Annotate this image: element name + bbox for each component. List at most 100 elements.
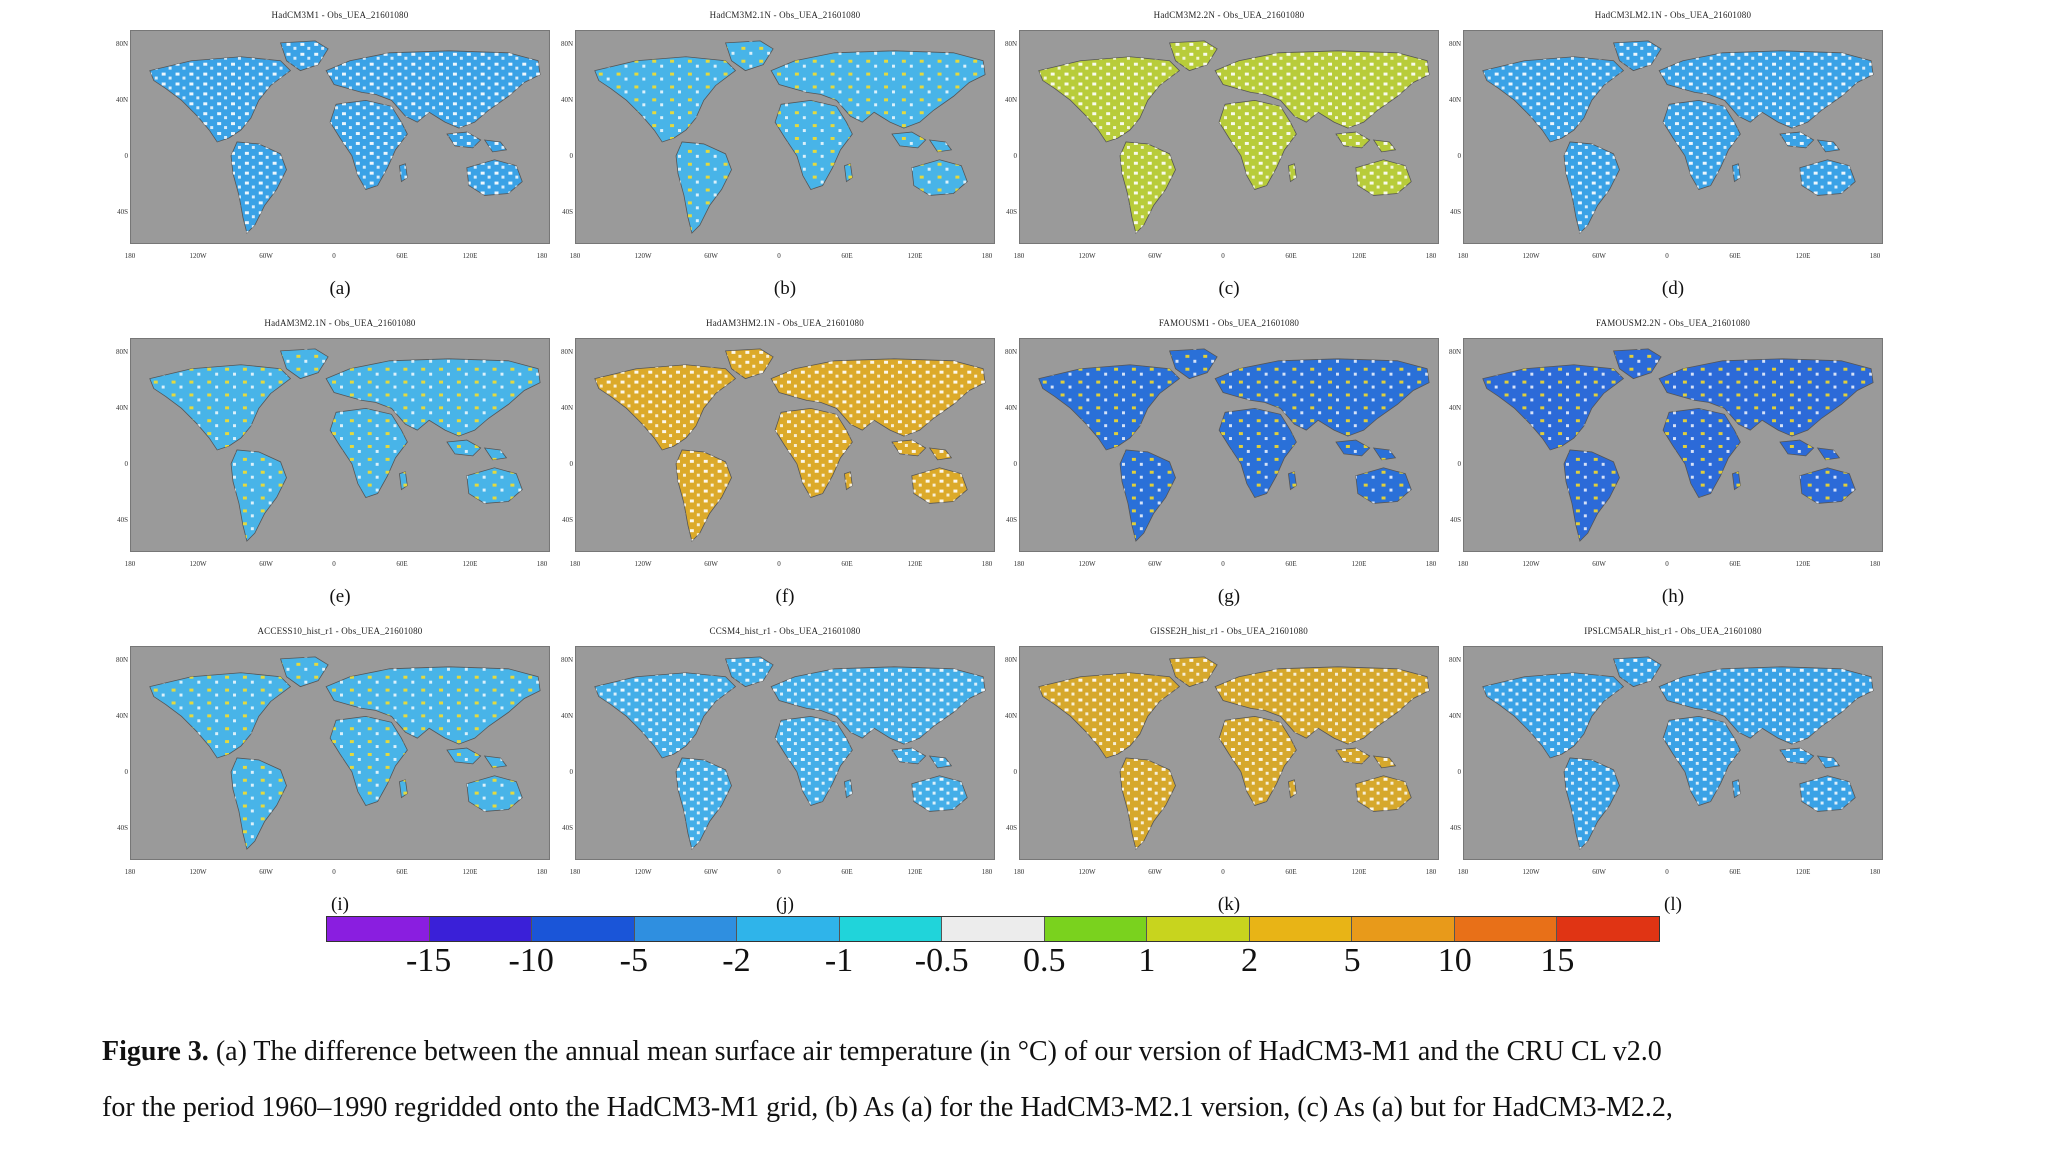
longitude-tick: 120W — [634, 560, 652, 568]
latitude-tick: 40S — [1450, 208, 1461, 216]
longitude-tick: 120W — [189, 252, 207, 260]
latitude-tick: 0 — [124, 768, 129, 776]
longitude-tick: 180 — [981, 868, 993, 876]
latitude-tick: 40N — [560, 712, 573, 720]
latitude-tick: 40S — [1450, 824, 1461, 832]
longitude-tick: 120E — [1795, 868, 1811, 876]
colorbar-segment — [1352, 917, 1455, 941]
longitude-tick: 180 — [569, 252, 581, 260]
longitude-tick: 60E — [396, 560, 408, 568]
latitude-tick: 80N — [560, 348, 573, 356]
latitude-tick: 0 — [569, 460, 574, 468]
longitude-tick: 180 — [1457, 560, 1469, 568]
longitude-tick: 120W — [189, 560, 207, 568]
latitude-tick: 80N — [1448, 40, 1461, 48]
longitude-tick: 60W — [259, 560, 273, 568]
panel-title: GISSE2H_hist_r1 - Obs_UEA_21601080 — [1150, 626, 1308, 636]
colorbar-segment — [327, 917, 430, 941]
latitude-tick: 40S — [1006, 516, 1017, 524]
colorbar-tick-label: 0.5 — [1023, 942, 1066, 979]
latitude-tick: 40S — [1006, 824, 1017, 832]
longitude-tick: 180 — [124, 868, 136, 876]
world-map — [130, 338, 550, 552]
longitude-tick: 180 — [536, 252, 548, 260]
latitude-tick: 40S — [117, 516, 128, 524]
longitude-tick: 60W — [1148, 560, 1162, 568]
panel-label: (f) — [775, 586, 795, 607]
panel-title: HadCM3LM2.1N - Obs_UEA_21601080 — [1594, 10, 1752, 20]
colorbar-tick-label: -2 — [722, 942, 751, 979]
longitude-tick: 60W — [1592, 868, 1606, 876]
longitude-tick: 60W — [1592, 252, 1606, 260]
panel-label: (c) — [1218, 278, 1240, 299]
longitude-tick: 120E — [1351, 868, 1367, 876]
longitude-tick: 0 — [777, 868, 781, 876]
longitude-tick: 0 — [332, 868, 336, 876]
panel-label: (k) — [1217, 894, 1241, 915]
longitude-tick: 120E — [462, 560, 478, 568]
longitude-tick: 0 — [332, 560, 336, 568]
latitude-tick: 40N — [1004, 712, 1017, 720]
colorbar-segment — [942, 917, 1045, 941]
longitude-tick: 60W — [704, 560, 718, 568]
panel-label: (d) — [1661, 278, 1685, 299]
longitude-tick: 120E — [462, 252, 478, 260]
figure-caption-line-1: Figure 3. (a) The difference between the… — [102, 1024, 1982, 1080]
world-map — [130, 30, 550, 244]
colorbar-segment — [429, 917, 533, 941]
longitude-tick: 180 — [536, 560, 548, 568]
panel-title: HadAM3M2.1N - Obs_UEA_21601080 — [264, 318, 416, 328]
latitude-tick: 40S — [117, 824, 128, 832]
latitude-tick: 40N — [560, 96, 573, 104]
panel-label: (b) — [773, 278, 797, 299]
longitude-tick: 60W — [704, 252, 718, 260]
latitude-tick: 40N — [1448, 404, 1461, 412]
colorbar-segment — [532, 917, 635, 941]
latitude-tick: 40S — [562, 208, 573, 216]
latitude-tick: 0 — [1013, 460, 1018, 468]
latitude-tick: 40S — [1450, 516, 1461, 524]
colorbar-tick-label: 5 — [1343, 942, 1361, 979]
longitude-tick: 120E — [907, 868, 923, 876]
latitude-tick: 0 — [1457, 152, 1462, 160]
panel-title: HadCM3M1 - Obs_UEA_21601080 — [271, 10, 409, 20]
latitude-tick: 40N — [1004, 404, 1017, 412]
latitude-tick: 0 — [1457, 768, 1462, 776]
longitude-tick: 60W — [1148, 252, 1162, 260]
longitude-tick: 120W — [1078, 560, 1096, 568]
latitude-tick: 0 — [569, 152, 574, 160]
world-map — [575, 30, 995, 244]
world-map — [1463, 30, 1883, 244]
colorbar-tick-label: -5 — [619, 942, 649, 979]
longitude-tick: 60E — [1729, 252, 1741, 260]
longitude-tick: 180 — [1013, 868, 1025, 876]
world-map — [575, 338, 995, 552]
longitude-tick: 180 — [1425, 252, 1437, 260]
latitude-tick: 40N — [1448, 96, 1461, 104]
latitude-tick: 0 — [1457, 460, 1462, 468]
longitude-tick: 180 — [569, 868, 581, 876]
latitude-tick: 40N — [1004, 96, 1017, 104]
colorbar-tick-label: 1 — [1138, 942, 1156, 979]
longitude-tick: 60W — [704, 868, 718, 876]
latitude-tick: 40N — [115, 404, 128, 412]
panel-label: (g) — [1217, 586, 1241, 607]
latitude-tick: 40N — [115, 712, 128, 720]
longitude-tick: 0 — [1665, 868, 1669, 876]
longitude-tick: 180 — [1457, 868, 1469, 876]
latitude-tick: 80N — [1448, 348, 1461, 356]
panel-label: (l) — [1664, 894, 1682, 915]
panel-title: ACCESS10_hist_r1 - Obs_UEA_21601080 — [257, 626, 423, 636]
colorbar-segment — [1557, 917, 1659, 941]
colorbar-segment — [1249, 917, 1353, 941]
latitude-tick: 40S — [562, 824, 573, 832]
colorbar-tick-label: 2 — [1241, 942, 1259, 979]
longitude-tick: 60E — [1729, 560, 1741, 568]
latitude-tick: 80N — [1004, 40, 1017, 48]
panel-title: HadCM3M2.2N - Obs_UEA_21601080 — [1153, 10, 1305, 20]
longitude-tick: 120W — [1078, 868, 1096, 876]
colorbar-tick-label: -15 — [405, 942, 452, 979]
longitude-tick: 180 — [124, 252, 136, 260]
panel-title: HadCM3M2.1N - Obs_UEA_21601080 — [709, 10, 861, 20]
panel-title: HadAM3HM2.1N - Obs_UEA_21601080 — [706, 318, 864, 328]
